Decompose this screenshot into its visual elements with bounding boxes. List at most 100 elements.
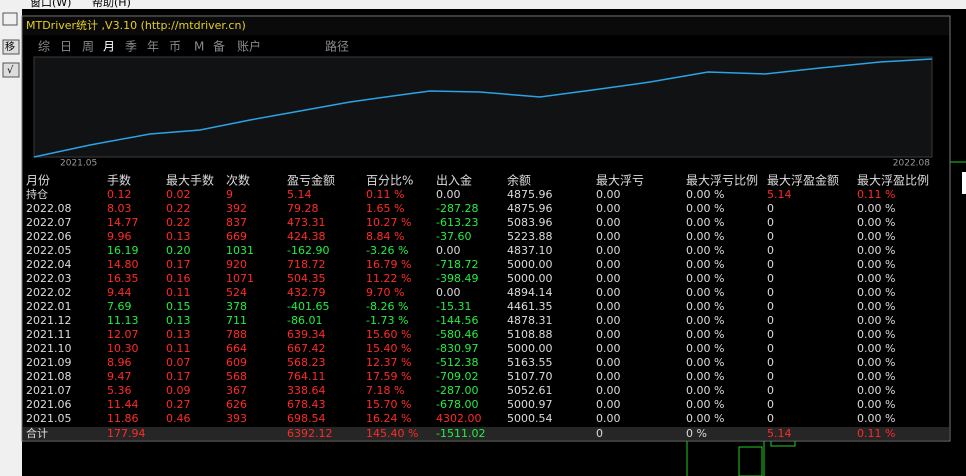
cell: 9.96 (107, 230, 132, 243)
toolbar-button[interactable] (2, 62, 20, 78)
column-header[interactable]: 余额 (507, 173, 531, 188)
cell: 0.11 (166, 286, 191, 299)
row-label: 2021.11 (26, 328, 72, 341)
tab[interactable]: 路径 (325, 39, 349, 54)
cell: 0 (767, 412, 774, 425)
cell: 0.11 % (366, 188, 404, 201)
cell: 0.00 (596, 384, 621, 397)
cell: -678.00 (436, 398, 478, 411)
tab[interactable]: 月 (103, 40, 115, 54)
row-label: 2021.12 (26, 314, 72, 327)
cell: 0.00 % (857, 356, 895, 369)
cell: 0 (767, 272, 774, 285)
cell: 664 (226, 342, 247, 355)
menu-item[interactable]: 帮助(H) (92, 0, 131, 9)
cell: 378 (226, 300, 247, 313)
side-toolbar (0, 9, 22, 476)
cell: 0 (767, 216, 774, 229)
cell: 0.13 (166, 314, 191, 327)
cell: 0.00 (596, 370, 621, 383)
cell: 0.00 % (686, 188, 724, 201)
cell: -144.56 (436, 314, 478, 327)
cell: 788 (226, 328, 247, 341)
cell: 0.00 (596, 342, 621, 355)
cell: 609 (226, 356, 247, 369)
cell: -580.46 (436, 328, 478, 341)
cell: 0.22 (166, 216, 191, 229)
cell: 12.07 (107, 328, 139, 341)
cell: 5083.96 (507, 216, 553, 229)
cell: 0.00 (596, 230, 621, 243)
cell: 0.00 % (857, 230, 895, 243)
cell: 920 (226, 258, 247, 271)
cell: 15.40 % (366, 342, 411, 355)
cell: 718.72 (287, 258, 326, 271)
tab[interactable]: 备 (213, 40, 225, 54)
cell: 14.77 (107, 216, 139, 229)
cell: 11.44 (107, 398, 139, 411)
row-label: 2022.03 (26, 272, 72, 285)
column-header[interactable]: 次数 (226, 173, 250, 188)
cell: 5163.55 (507, 356, 553, 369)
tab[interactable]: 币 (169, 40, 181, 54)
cell: 0.00 % (857, 286, 895, 299)
cell: -15.31 (436, 300, 471, 313)
cell: 0 (767, 202, 774, 215)
cell: 626 (226, 398, 247, 411)
tab[interactable]: 综 (38, 40, 50, 54)
cell: 0.00 % (857, 216, 895, 229)
cell: 14.80 (107, 258, 139, 271)
cell: 0.00 % (857, 398, 895, 411)
cell: 9.70 % (366, 286, 404, 299)
cell: 8.03 (107, 202, 132, 215)
cell: 5000.97 (507, 398, 553, 411)
toolbar-button[interactable] (2, 39, 20, 55)
tab[interactable]: 日 (60, 40, 72, 54)
toolbar-icon[interactable] (2, 12, 18, 26)
column-header[interactable]: 月份 (26, 174, 50, 188)
cell: -8.26 % (366, 300, 408, 313)
tab[interactable]: 季 (125, 40, 137, 54)
cell: 5.14 (767, 188, 792, 201)
total-label: 合计 (26, 426, 48, 440)
column-header[interactable]: 最大浮盈金额 (767, 173, 839, 188)
cell: -86.01 (287, 314, 322, 327)
cell: 0.00 (596, 286, 621, 299)
toolbar-label[interactable]: √ (7, 65, 14, 76)
cell: 0 (767, 384, 774, 397)
tab[interactable]: 年 (147, 40, 159, 54)
total-cell: 0 (596, 427, 603, 440)
cell: 0 (767, 230, 774, 243)
tab[interactable]: 账户 (237, 39, 261, 54)
cell: 669 (226, 230, 247, 243)
menu-item[interactable]: 窗口(W) (30, 0, 71, 9)
toolbar-label[interactable]: 移 (5, 40, 15, 53)
column-header[interactable]: 最大浮亏 (596, 174, 644, 188)
cell: 0.00 % (857, 202, 895, 215)
cell: 0.00 (596, 216, 621, 229)
cell: 7.18 % (366, 384, 404, 397)
cell: 0.00 % (857, 272, 895, 285)
cell: 12.37 % (366, 356, 411, 369)
cell: 5108.88 (507, 328, 553, 341)
title-bar (23, 17, 949, 35)
cell: 0.00 (596, 356, 621, 369)
column-header[interactable]: 盈亏金额 (287, 173, 335, 188)
column-header[interactable]: 最大手数 (166, 173, 214, 188)
cell: 0.00 % (857, 328, 895, 341)
cell: 0.00 (596, 412, 621, 425)
column-header[interactable]: 最大浮亏比例 (686, 174, 758, 188)
column-header[interactable]: 手数 (107, 173, 131, 188)
cell: 11.13 (107, 314, 139, 327)
cell: 0.22 (166, 202, 191, 215)
row-label: 2022.07 (26, 216, 72, 229)
tab[interactable]: M (194, 40, 204, 54)
total-cell: 0.11 % (857, 427, 895, 440)
cell: 9.44 (107, 286, 132, 299)
column-header[interactable]: 最大浮盈比例 (857, 174, 929, 188)
column-header[interactable]: 百分比% (366, 174, 413, 188)
cell: 0.27 (166, 398, 191, 411)
tab[interactable]: 周 (82, 40, 94, 54)
column-header[interactable]: 出入金 (436, 173, 472, 188)
